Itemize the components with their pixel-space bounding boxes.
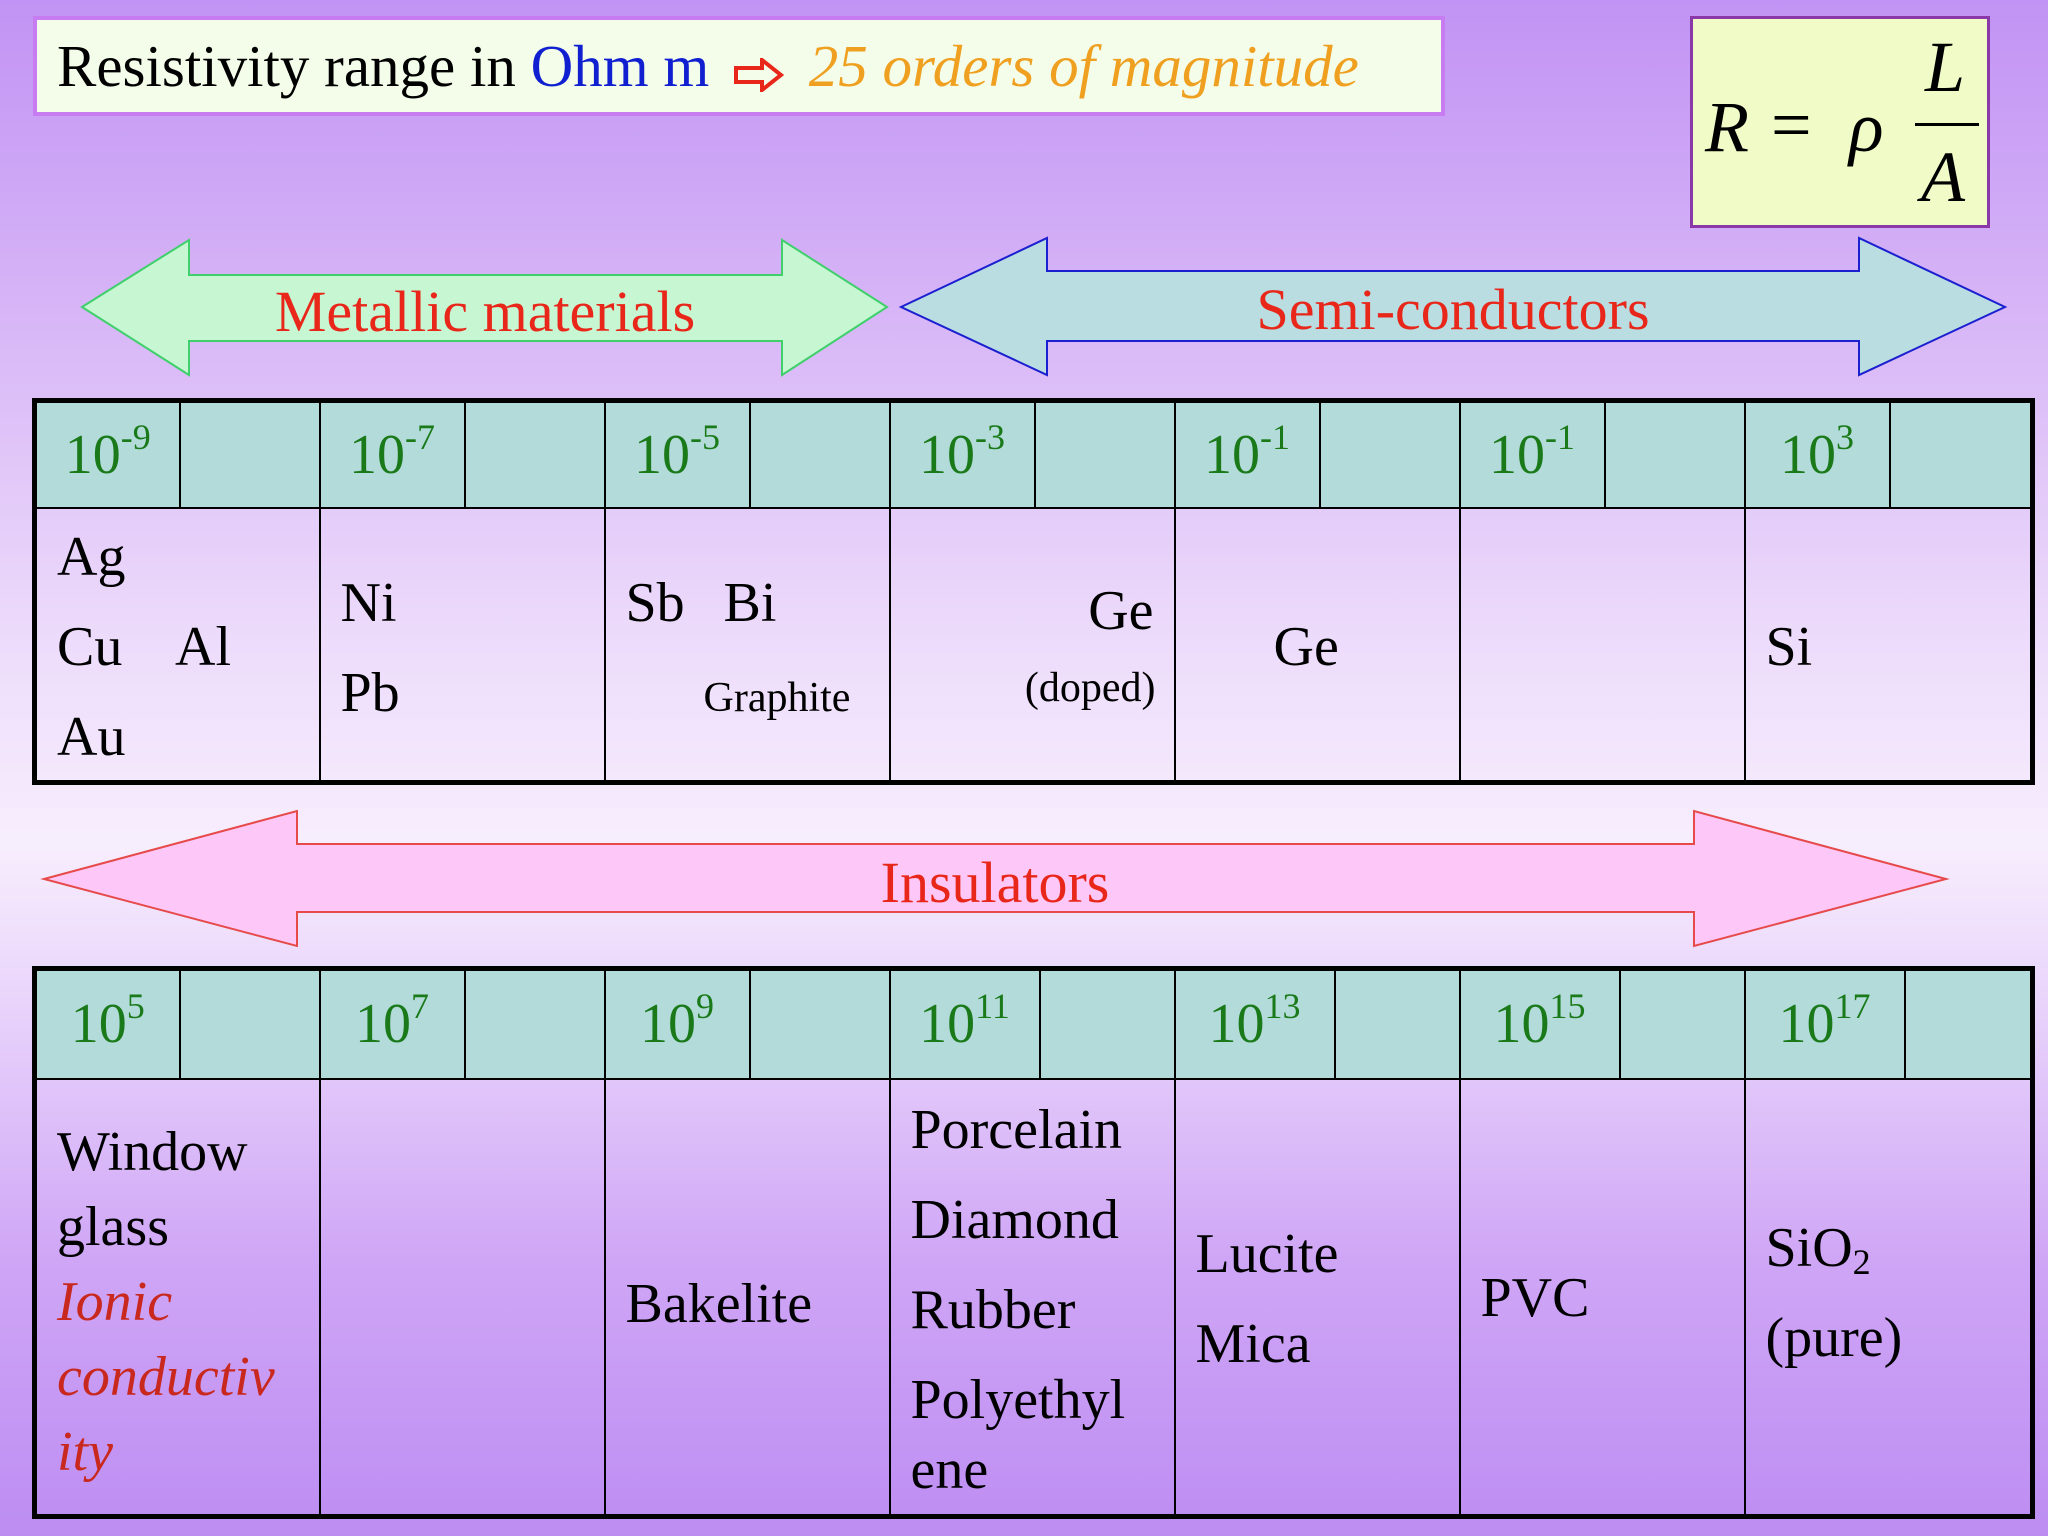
material-ni: Ni	[340, 571, 397, 634]
fraction-bar	[1915, 123, 1979, 126]
materials-row: Window glass Ionic conductiv ity Bakelit…	[33, 1077, 2034, 1518]
material-glass: glass	[57, 1195, 169, 1258]
materials-row: Ag Cu Al Au Ni Pb Sb Bi Graphite Ge (dop…	[33, 506, 2034, 784]
header-spacer	[463, 399, 606, 509]
material-mica: Mica	[1195, 1312, 1311, 1375]
header-spacer	[1038, 967, 1176, 1080]
header-spacer	[178, 399, 321, 509]
material-cell-semi-2: Ge	[1173, 506, 1461, 784]
exponent-cell: 10-7	[318, 399, 466, 509]
material-cell-semi-3	[1458, 506, 1746, 784]
header-spacer	[1603, 399, 1746, 509]
semiconductors-label: Semi-conductors	[1256, 277, 1650, 342]
material-cu: Cu	[57, 615, 123, 678]
material-graphite: Graphite	[703, 674, 851, 721]
formula-lhs: R	[1705, 87, 1749, 167]
formula-rho: ρ	[1849, 87, 1884, 167]
exponent-cell: 1015	[1458, 967, 1621, 1080]
material-cell-metals-1: Ag Cu Al Au	[33, 506, 321, 784]
exponent-header-row: 105 107 109 1011 1013 1015 1017	[33, 967, 2034, 1080]
exponent-cell: 1011	[888, 967, 1041, 1080]
semiconductor-arrow	[898, 236, 2008, 377]
note-conductiv: conductiv	[57, 1345, 275, 1408]
insulators-label: Insulators	[880, 850, 1110, 915]
formula-equals: =	[1771, 85, 1812, 165]
header-spacer	[1033, 399, 1176, 509]
material-ag: Ag	[57, 525, 126, 588]
formula-box: R = ρ L A	[1690, 16, 1990, 228]
material-si: Si	[1765, 615, 1813, 678]
material-rubber: Rubber	[910, 1278, 1076, 1341]
material-cell-ins-7: SiO2 (pure)	[1743, 1077, 2034, 1518]
header-spacer	[178, 967, 321, 1080]
exponent-cell: 1017	[1743, 967, 1906, 1080]
material-ene: ene	[910, 1438, 989, 1501]
material-lucite: Lucite	[1195, 1222, 1339, 1285]
exponent-cell: 10-9	[33, 399, 181, 509]
material-sio2: SiO2	[1765, 1216, 1871, 1282]
material-cell-semi-1: Ge (doped)	[888, 506, 1176, 784]
header-spacer	[1903, 967, 2034, 1080]
material-cell-ins-3: Bakelite	[603, 1077, 891, 1518]
metallic-arrow	[80, 238, 889, 377]
material-cell-ins-6: PVC	[1458, 1077, 1746, 1518]
material-doped-note: (doped)	[1024, 664, 1156, 711]
exponent-cell: 10-1	[1173, 399, 1321, 509]
material-cell-semi-4: Si	[1743, 506, 2034, 784]
material-au: Au	[57, 705, 126, 768]
material-sb: Sb	[625, 571, 685, 634]
exponent-cell: 10-3	[888, 399, 1036, 509]
material-porcelain: Porcelain	[910, 1098, 1122, 1161]
material-polyethyl: Polyethyl	[910, 1368, 1126, 1431]
material-pb: Pb	[340, 661, 400, 724]
exponent-cell: 10-1	[1458, 399, 1606, 509]
metallic-materials-label: Metallic materials	[274, 279, 696, 344]
insulator-arrow	[40, 809, 1950, 948]
resistivity-table-high: 105 107 109 1011 1013 1015 1017 Window g…	[32, 966, 2035, 1519]
exponent-header-row: 10-9 10-7 10-5 10-3 10-1 10-1 103	[33, 399, 2034, 509]
material-diamond: Diamond	[910, 1188, 1119, 1251]
material-cell-ins-5: Lucite Mica	[1173, 1077, 1461, 1518]
title-orders: 25 orders of magnitude	[808, 33, 1359, 99]
material-al: Al	[175, 615, 231, 678]
exponent-cell: 107	[318, 967, 466, 1080]
material-ge: Ge	[1273, 615, 1339, 678]
material-pure-note: (pure)	[1765, 1306, 1903, 1369]
material-cell-metals-3: Sb Bi Graphite	[603, 506, 891, 784]
hollow-right-arrow-icon	[734, 26, 785, 118]
title-banner: Resistivity range in Ohm m 25 orders of …	[33, 16, 1445, 116]
material-ge-doped: Ge	[1088, 579, 1154, 642]
exponent-cell: 1013	[1173, 967, 1336, 1080]
material-bakelite: Bakelite	[625, 1272, 813, 1335]
material-window: Window	[57, 1120, 248, 1183]
material-cell-ins-2	[318, 1077, 606, 1518]
resistivity-table-low: 10-9 10-7 10-5 10-3 10-1 10-1 103 Ag Cu …	[32, 398, 2035, 785]
material-pvc: PVC	[1480, 1266, 1590, 1329]
material-cell-metals-2: Ni Pb	[318, 506, 606, 784]
exponent-cell: 109	[603, 967, 751, 1080]
exponent-cell: 103	[1743, 399, 1891, 509]
header-spacer	[748, 967, 891, 1080]
note-ionic: Ionic	[57, 1270, 173, 1333]
header-spacer	[748, 399, 891, 509]
material-bi: Bi	[723, 571, 777, 634]
title-unit: Ohm m	[530, 33, 710, 99]
header-spacer	[1318, 399, 1461, 509]
header-spacer	[1888, 399, 2034, 509]
note-ity: ity	[57, 1420, 113, 1483]
title-prefix: Resistivity range in	[57, 33, 516, 99]
header-spacer	[1618, 967, 1746, 1080]
material-cell-ins-1: Window glass Ionic conductiv ity	[33, 1077, 321, 1518]
formula-denominator: A	[1921, 137, 1965, 217]
header-spacer	[1333, 967, 1461, 1080]
header-spacer	[463, 967, 606, 1080]
material-cell-ins-4: Porcelain Diamond Rubber Polyethyl ene	[888, 1077, 1176, 1518]
exponent-cell: 10-5	[603, 399, 751, 509]
exponent-cell: 105	[33, 967, 181, 1080]
formula-numerator: L	[1925, 27, 1966, 107]
